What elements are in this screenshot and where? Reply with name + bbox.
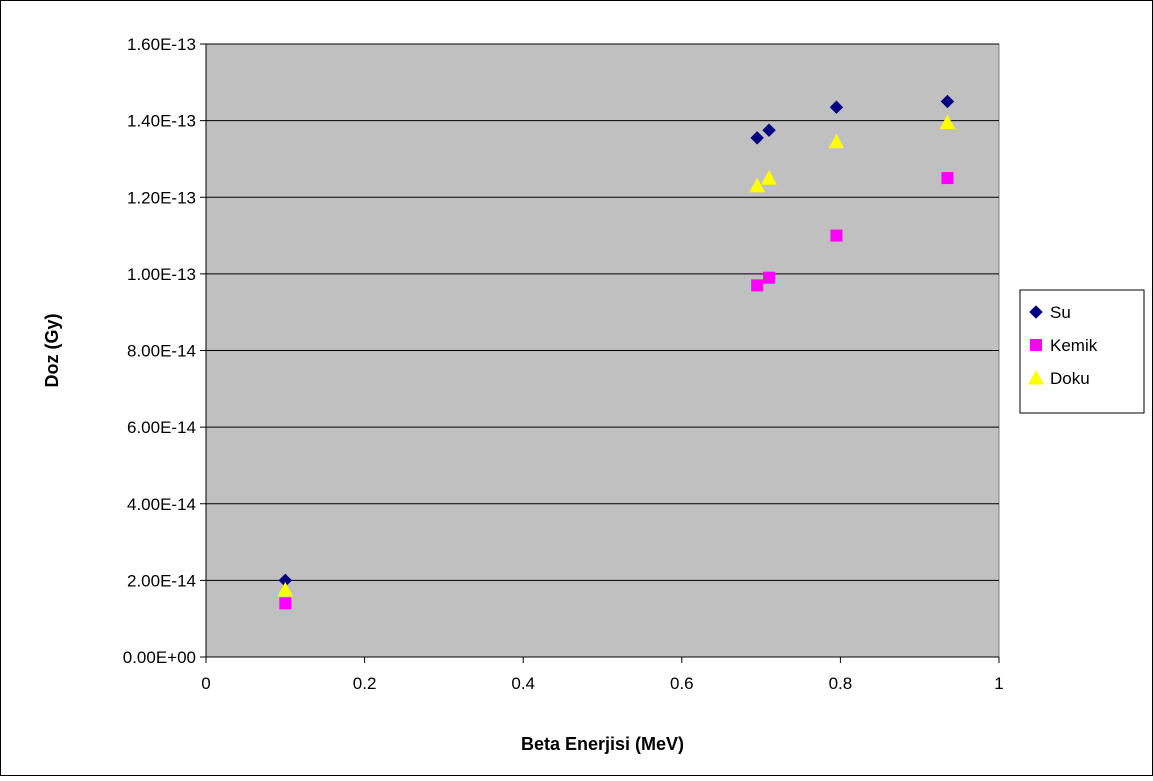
data-point-doku bbox=[761, 170, 777, 185]
y-tick-label: 6.00E-14 bbox=[127, 418, 196, 437]
legend-marker-kemik bbox=[1030, 339, 1042, 351]
legend-marker-doku bbox=[1028, 369, 1044, 385]
data-point-su bbox=[829, 100, 844, 114]
y-tick-label: 8.00E-14 bbox=[127, 342, 196, 361]
x-tick-labels: 0 0.2 0.4 0.6 0.8 1 bbox=[201, 674, 1003, 693]
x-tick-label: 0 bbox=[201, 674, 210, 693]
data-point-kemik bbox=[279, 597, 292, 610]
legend-label-doku: Doku bbox=[1050, 369, 1090, 388]
data-point-kemik bbox=[763, 271, 776, 284]
x-tick-label: 0.2 bbox=[353, 674, 377, 693]
y-tick-labels: 0.00E+00 2.00E-14 4.00E-14 6.00E-14 8.00E-14… bbox=[123, 35, 196, 667]
data-point-kemik bbox=[941, 172, 954, 185]
legend-marker-su bbox=[1029, 305, 1043, 319]
data-point-su bbox=[762, 123, 776, 137]
legend-label-kemik: Kemik bbox=[1050, 336, 1098, 355]
grid-lines bbox=[200, 43, 1000, 663]
data-point-doku bbox=[277, 581, 294, 597]
axes bbox=[205, 44, 999, 658]
data-point-su bbox=[750, 131, 764, 145]
data-points bbox=[277, 94, 956, 610]
y-tick-label: 0.00E+00 bbox=[123, 648, 196, 667]
x-tick-label: 0.8 bbox=[829, 674, 853, 693]
data-point-kemik bbox=[830, 229, 843, 242]
y-tick-label: 1.40E-13 bbox=[127, 112, 196, 131]
y-tick-label: 1.60E-13 bbox=[127, 35, 196, 54]
data-point-doku bbox=[939, 114, 956, 130]
data-point-doku bbox=[828, 133, 845, 149]
y-axis-title: Doz (Gy) bbox=[42, 313, 62, 387]
data-point-kemik bbox=[751, 279, 764, 292]
x-tick-label: 1 bbox=[994, 674, 1003, 693]
x-tick-label: 0.4 bbox=[511, 674, 535, 693]
legend: Su Kemik Doku bbox=[1019, 289, 1145, 414]
data-point-su bbox=[940, 94, 955, 109]
legend-label-su: Su bbox=[1050, 303, 1071, 322]
y-tick-label: 1.20E-13 bbox=[127, 188, 196, 207]
y-tick-label: 4.00E-14 bbox=[127, 495, 196, 514]
x-axis-title: Beta Enerjisi (MeV) bbox=[521, 734, 684, 754]
y-tick-label: 1.00E-13 bbox=[127, 265, 196, 284]
data-point-doku bbox=[749, 177, 765, 193]
x-tick-label: 0.6 bbox=[670, 674, 694, 693]
y-tick-label: 2.00E-14 bbox=[127, 571, 196, 590]
